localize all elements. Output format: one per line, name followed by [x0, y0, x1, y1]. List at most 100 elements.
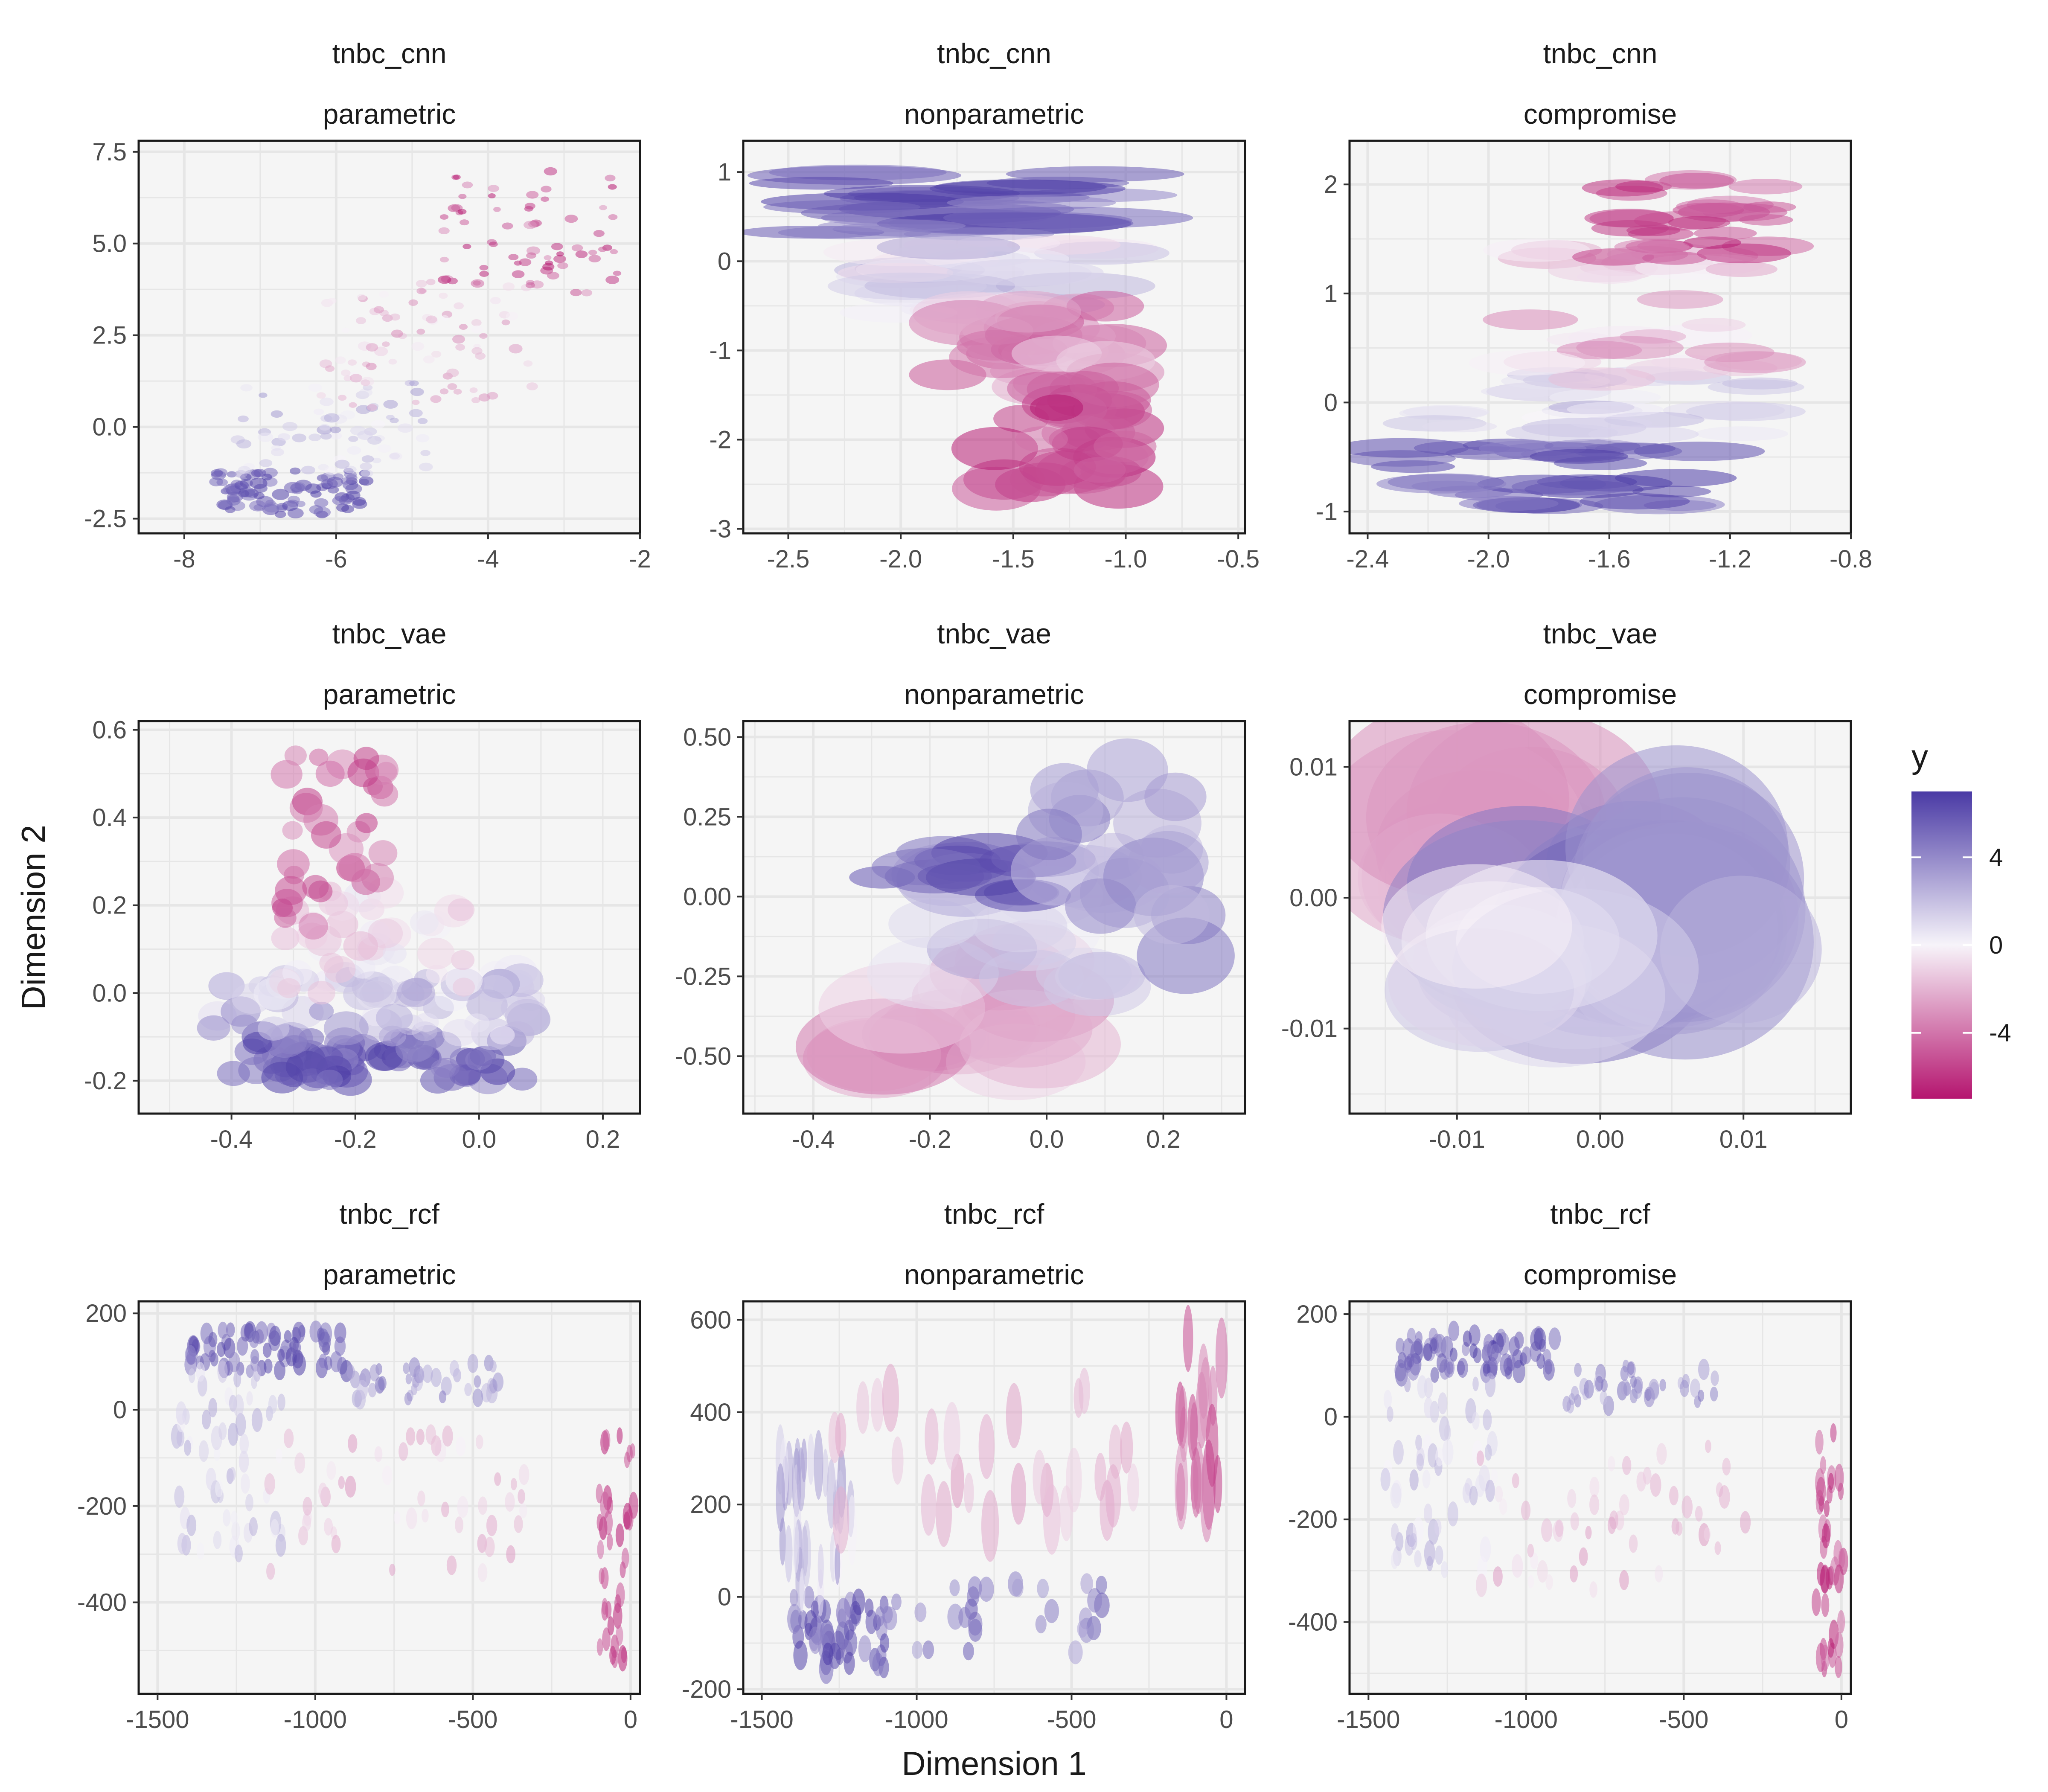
ellipse-point — [1043, 1484, 1061, 1555]
ellipse-point — [409, 380, 419, 387]
y-tick-label: 200 — [85, 1300, 127, 1327]
ellipse-point — [1534, 1327, 1546, 1350]
x-tick-label: -500 — [448, 1706, 497, 1734]
ellipse-point — [947, 1603, 963, 1630]
ellipse-point — [1681, 318, 1746, 332]
ellipse-point — [1475, 1475, 1485, 1497]
ellipse-point — [1469, 350, 1585, 376]
ellipse-point — [1521, 1500, 1531, 1521]
strip-dataset: tnbc_cnn — [332, 38, 447, 69]
y-tick-label: -200 — [682, 1676, 731, 1703]
ellipse-point — [493, 207, 501, 212]
ellipse-point — [408, 299, 418, 306]
ellipse-point — [208, 1332, 218, 1347]
ellipse-point — [790, 1609, 801, 1632]
y-tick-label: 200 — [690, 1491, 731, 1519]
ellipse-point — [439, 214, 449, 220]
ellipse-point — [227, 1423, 239, 1446]
ellipse-point — [837, 1608, 847, 1627]
ellipse-point — [818, 219, 966, 233]
x-tick-label: -2.0 — [1467, 545, 1510, 573]
ellipse-point — [292, 1340, 301, 1355]
ellipse-point — [302, 875, 329, 899]
ellipse-point — [352, 971, 393, 1003]
ellipse-point — [779, 1517, 786, 1566]
ellipse-point — [319, 424, 330, 431]
ellipse-point — [336, 503, 349, 512]
ellipse-marks — [1350, 721, 1822, 1068]
ellipse-point — [373, 306, 384, 314]
ellipse-point — [374, 1446, 383, 1462]
ellipse-point — [320, 397, 334, 406]
strip-dataset: tnbc_cnn — [1543, 38, 1658, 69]
ellipse-point — [852, 1588, 865, 1615]
ellipse-point — [1376, 474, 1507, 494]
ellipse-point — [1495, 1486, 1503, 1503]
ellipse-point — [294, 1452, 305, 1474]
x-tick-label: -1.5 — [992, 545, 1035, 573]
ellipse-point — [1816, 1477, 1826, 1506]
ellipse-point — [1073, 457, 1126, 483]
ellipse-point — [604, 1510, 613, 1535]
ellipse-point — [1710, 1386, 1718, 1402]
y-tick-label: 0.00 — [683, 883, 731, 911]
ellipse-point — [1585, 1526, 1592, 1539]
ellipse-point — [439, 388, 449, 395]
ellipse-point — [1383, 1390, 1392, 1409]
y-tick-label: -200 — [1288, 1506, 1338, 1533]
ellipse-point — [395, 1034, 433, 1063]
ellipse-point — [506, 312, 518, 320]
ellipse-point — [526, 252, 536, 259]
ellipse-point — [490, 297, 501, 305]
ellipse-point — [417, 418, 428, 424]
ellipse-point — [1571, 1386, 1579, 1401]
ellipse-point — [464, 1383, 472, 1396]
ellipse-point — [1681, 1495, 1693, 1519]
ellipse-point — [233, 1394, 244, 1417]
x-tick-label: -500 — [1659, 1706, 1708, 1734]
ellipse-point — [320, 433, 332, 440]
ellipse-point — [176, 1429, 185, 1447]
ellipse-point — [1837, 1610, 1845, 1634]
ellipse-point — [366, 363, 377, 370]
panel-border — [137, 720, 641, 1115]
ellipse-point — [1463, 1330, 1472, 1347]
ellipse-point — [431, 351, 442, 358]
ellipse-point — [1441, 1561, 1449, 1578]
x-tick-label: -1.6 — [1588, 545, 1631, 573]
ellipse-point — [371, 782, 399, 807]
ellipse-point — [213, 1531, 222, 1549]
ellipse-point — [238, 466, 251, 474]
ellipse-point — [1183, 1305, 1193, 1372]
ellipse-point — [277, 978, 301, 998]
ellipse-point — [1396, 1338, 1405, 1354]
y-tick-label: -0.2 — [84, 1067, 127, 1095]
x-tick-label: 0.01 — [1719, 1126, 1768, 1153]
ellipse-marks — [1350, 170, 1814, 515]
ellipse-point — [1096, 1576, 1107, 1594]
gridlines — [743, 1301, 1245, 1694]
ellipse-point — [268, 1395, 277, 1414]
ellipse-point — [406, 1427, 416, 1446]
ellipse-point — [430, 395, 442, 403]
ellipse-point — [1178, 1386, 1188, 1449]
ellipse-point — [1035, 1615, 1047, 1634]
ellipse-point — [383, 400, 398, 409]
ellipse-point — [426, 279, 436, 285]
ellipse-point — [489, 1360, 497, 1373]
ellipse-point — [350, 426, 366, 436]
ellipse-point — [214, 1447, 221, 1461]
ellipse-point — [575, 250, 588, 258]
ellipse-point — [231, 1510, 238, 1525]
ellipse-point — [858, 1635, 872, 1662]
ellipse-point — [817, 1544, 824, 1589]
ellipse-point — [239, 1451, 249, 1473]
ellipse-point — [1483, 239, 1590, 262]
ellipse-point — [431, 1368, 442, 1387]
ellipse-point — [1511, 477, 1631, 496]
y-tick-label: 0.2 — [92, 892, 127, 919]
ellipse-point — [1030, 394, 1083, 421]
ellipse-point — [588, 250, 597, 256]
ellipse-point — [454, 302, 464, 310]
ellipse-point — [1059, 1485, 1073, 1542]
